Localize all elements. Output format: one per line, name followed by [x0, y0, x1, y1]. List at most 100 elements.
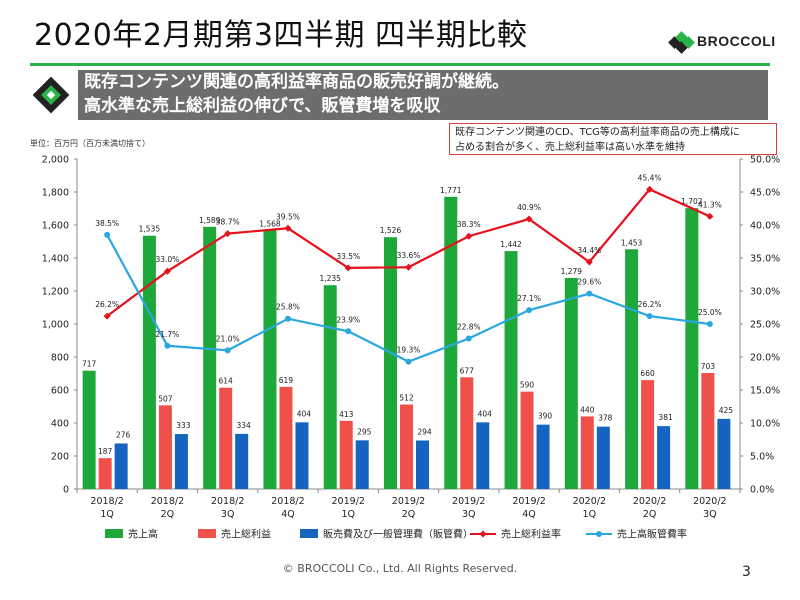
sga-ratio-point	[465, 335, 472, 342]
bar-gross-profit	[219, 387, 233, 489]
gross-margin-point	[465, 232, 473, 240]
gross-margin-point	[163, 267, 171, 275]
bar-value-label: 660	[640, 369, 655, 378]
bar-sga	[476, 422, 490, 489]
sga-ratio-point	[586, 290, 593, 297]
bar-sga	[416, 440, 429, 489]
x-tick-label-year: 2018/2	[151, 496, 184, 507]
chart-lines	[103, 185, 714, 365]
rate-value-label: 33.5%	[336, 252, 360, 261]
bar-value-label: 440	[580, 405, 595, 414]
bar-value-label: 390	[538, 412, 553, 421]
sga-ratio-point	[526, 307, 533, 314]
callout-box: 既存コンテンツ関連のCD、TCG等の高利益率商品の売上構成に 占める割合が多く、…	[449, 123, 777, 155]
x-tick-label-quarter: 3Q	[462, 509, 476, 520]
bar-sales	[625, 249, 639, 489]
bar-gross-profit	[98, 458, 112, 489]
gross-margin-point	[405, 263, 412, 271]
left-tick-label: 1,000	[42, 320, 69, 331]
bar-gross-profit	[460, 377, 474, 489]
bar-value-label: 1,279	[561, 267, 583, 276]
bar-value-label: 404	[478, 409, 493, 418]
legend-swatch	[105, 529, 123, 538]
legend-label: 販売費及び一般管理費（販管費）	[323, 528, 473, 541]
legend-item: 売上高	[105, 528, 158, 541]
sga-ratio-point	[706, 321, 713, 327]
bar-value-label: 1,771	[440, 186, 462, 195]
bar-value-label: 619	[279, 376, 294, 385]
rate-value-label: 23.9%	[336, 315, 360, 324]
headline-line-1: 既存コンテンツ関連の高利益率商品の販売好調が継続。	[84, 72, 509, 92]
gross-margin-point	[525, 215, 533, 223]
x-tick-label-quarter: 1Q	[341, 509, 355, 520]
right-tick-label: 5.0%	[750, 452, 774, 463]
legend-label: 売上高販管費率	[617, 528, 687, 541]
bar-sales	[444, 196, 458, 489]
bar-value-label: 378	[598, 414, 613, 423]
bar-value-label: 590	[520, 381, 535, 390]
bar-sales	[263, 230, 277, 489]
bar-sga	[596, 426, 610, 489]
bar-value-label: 1,702	[681, 197, 703, 206]
bar-gross-profit	[701, 373, 715, 489]
rate-value-label: 33.6%	[397, 251, 421, 260]
x-tick-label-quarter: 3Q	[703, 509, 717, 520]
rate-value-label: 22.8%	[457, 323, 481, 332]
right-tick-label: 15.0%	[750, 386, 780, 397]
diamond-mark-icon	[32, 76, 70, 114]
sga-ratio-point	[104, 231, 111, 238]
bar-gross-profit	[400, 404, 413, 489]
sga-ratio-point	[164, 342, 171, 349]
x-tick-label-year: 2018/2	[211, 496, 244, 507]
x-tick-label-year: 2019/2	[512, 496, 545, 507]
bar-value-label: 413	[339, 410, 354, 419]
bar-sga	[235, 433, 249, 489]
headline: 既存コンテンツ関連の高利益率商品の販売好調が継続。 高水準な売上総利益の伸びで、…	[84, 70, 509, 118]
left-tick-label: 1,600	[42, 221, 69, 232]
rate-value-label: 21.0%	[216, 334, 240, 343]
x-tick-label-quarter: 3Q	[221, 509, 235, 520]
rate-value-label: 21.7%	[155, 330, 179, 339]
bar-value-label: 1,589	[199, 216, 221, 225]
rate-value-label: 45.4%	[638, 173, 662, 182]
rate-value-label: 38.7%	[216, 218, 240, 227]
bar-sga	[536, 424, 550, 489]
x-tick-label-year: 2020/2	[573, 496, 606, 507]
rate-value-label: 38.5%	[95, 219, 119, 228]
bar-sga	[114, 443, 128, 489]
rate-value-label: 39.5%	[276, 212, 300, 221]
bar-sales	[384, 237, 397, 489]
rate-value-label: 40.9%	[517, 203, 541, 212]
headline-banner	[78, 70, 768, 120]
bar-sales	[504, 251, 518, 489]
bar-value-label: 703	[701, 362, 716, 371]
x-tick-label-year: 2019/2	[452, 496, 485, 507]
left-tick-label: 600	[51, 386, 69, 397]
bar-sga	[295, 422, 309, 489]
legend-item: 売上総利益率	[470, 528, 561, 541]
bar-value-label: 404	[297, 409, 312, 418]
rate-value-label: 25.0%	[698, 308, 722, 317]
bar-gross-profit	[580, 416, 594, 489]
x-tick-label-year: 2020/2	[633, 496, 666, 507]
bar-sales	[564, 277, 578, 489]
bar-value-label: 677	[460, 366, 475, 375]
bar-gross-profit	[520, 391, 534, 489]
right-tick-label: 25.0%	[750, 320, 780, 331]
sga-ratio-point	[646, 313, 653, 320]
right-tick-label: 20.0%	[750, 353, 780, 364]
bar-value-label: 512	[399, 394, 414, 403]
left-tick-label: 200	[51, 452, 69, 463]
left-tick-label: 2,000	[42, 155, 69, 166]
logo-text: BROCCOLI	[697, 33, 776, 49]
left-tick-label: 1,800	[42, 188, 69, 199]
gross-margin-point	[585, 258, 593, 266]
rate-value-label: 33.0%	[155, 255, 179, 264]
legend-item: 売上高販管費率	[586, 528, 687, 541]
right-tick-label: 10.0%	[750, 419, 780, 430]
sga-ratio-point	[284, 315, 291, 322]
chart-data-labels: 717 1,535 1,589 1,568 1,235 1,526 1,771 1,442 1,…	[82, 173, 733, 456]
right-tick-label: 35.0%	[750, 254, 780, 265]
gross-margin-point	[344, 264, 352, 272]
bar-value-label: 276	[116, 430, 131, 439]
